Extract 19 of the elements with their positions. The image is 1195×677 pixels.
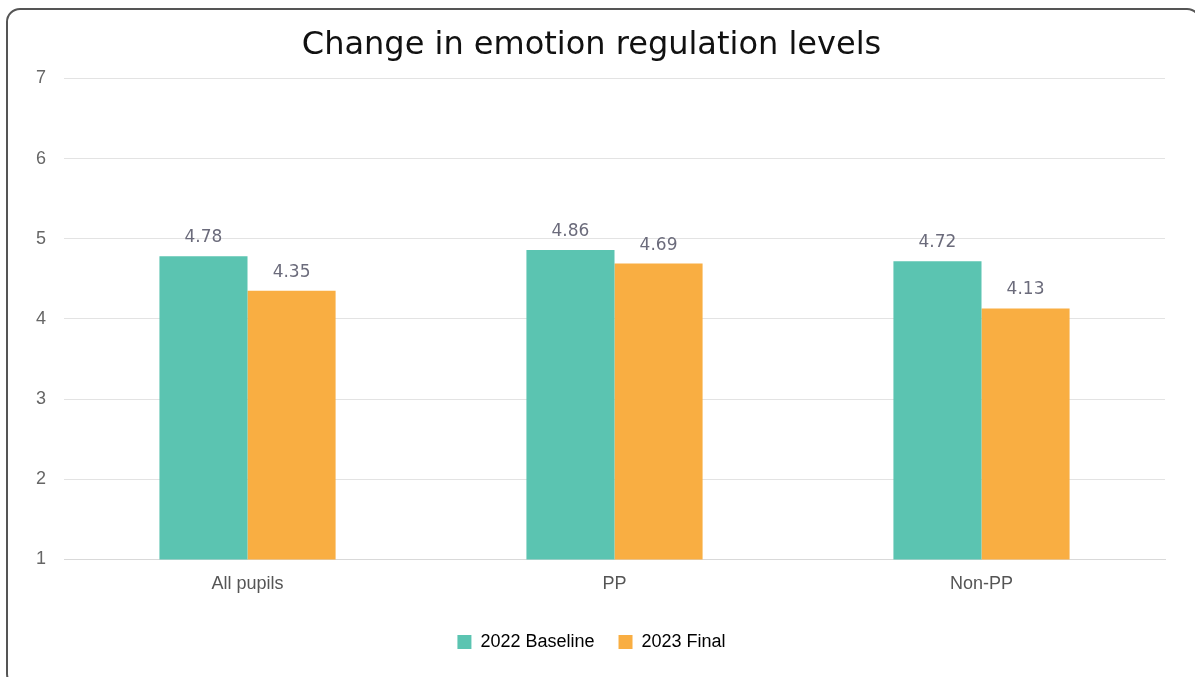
- data-label: 4.86: [551, 219, 590, 240]
- data-label: 4.69: [639, 233, 678, 254]
- y-tick-label: 6: [36, 147, 47, 168]
- data-label: 4.13: [1006, 278, 1045, 299]
- y-tick-label: 4: [36, 307, 47, 328]
- y-tick-label: 7: [36, 67, 47, 88]
- y-tick-label: 5: [36, 227, 47, 248]
- legend-label: 2022 Baseline: [480, 630, 595, 651]
- y-tick-label: 1: [36, 548, 47, 569]
- data-label: 4.35: [272, 260, 311, 281]
- chart-title: Change in emotion regulation levels: [301, 23, 882, 62]
- y-tick-label: 3: [36, 388, 47, 409]
- x-tick-label: Non-PP: [949, 573, 1014, 594]
- x-tick-label: PP: [602, 573, 627, 594]
- y-tick-label: 2: [36, 468, 47, 489]
- x-tick-label: All pupils: [211, 573, 284, 594]
- legend-label: 2023 Final: [641, 630, 726, 651]
- data-label: 4.72: [918, 231, 957, 252]
- data-label: 4.78: [184, 226, 223, 247]
